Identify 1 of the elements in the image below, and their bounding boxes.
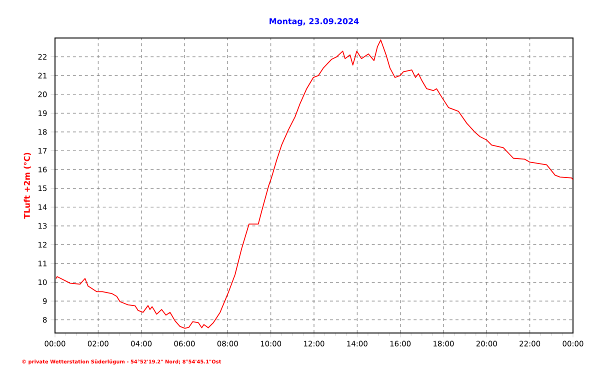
line-series [56,39,574,329]
